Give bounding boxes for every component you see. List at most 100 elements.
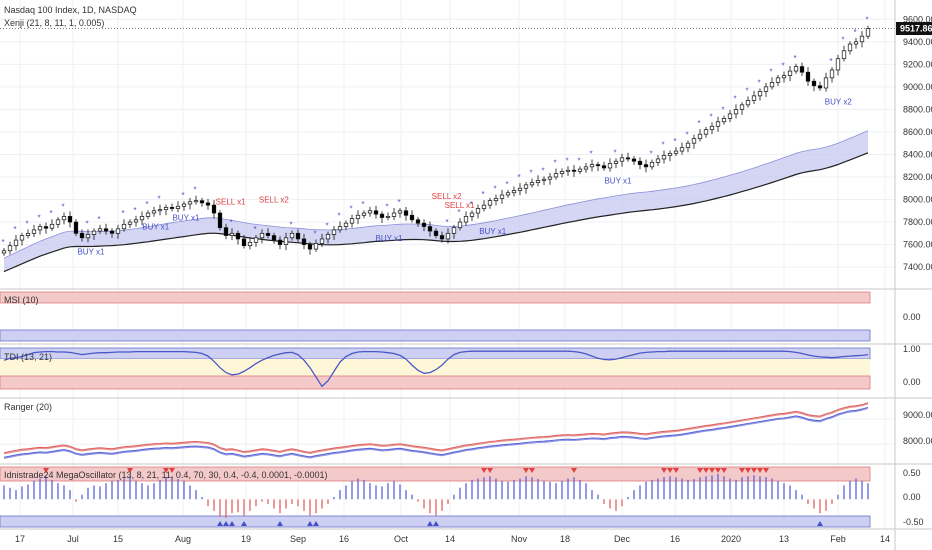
candle	[559, 168, 565, 178]
price-panel[interactable]: * * * * * * * * * * * * * * * * * * * * * * * * * * * * * * * * * * * * * * * *…	[0, 16, 895, 273]
sell-signal-label: SELL x2	[259, 195, 289, 204]
osc-sell-marker	[571, 468, 577, 473]
osc-buy-marker	[217, 521, 223, 526]
candle	[715, 116, 721, 132]
candle: *	[158, 195, 163, 216]
candle: *	[98, 215, 103, 234]
buy-star: *	[590, 150, 593, 159]
candle	[247, 237, 253, 250]
msi-tick-0: 0.00	[903, 312, 921, 322]
candle	[211, 200, 217, 219]
candle: *	[134, 206, 139, 227]
candle	[391, 207, 397, 221]
candle: *	[122, 209, 127, 232]
candle	[241, 234, 247, 249]
buy-star: *	[62, 202, 65, 211]
candle	[667, 150, 673, 162]
candle	[625, 152, 631, 162]
buy-star: *	[338, 211, 341, 220]
buy-star: *	[566, 156, 569, 165]
candles: * * * * * * * * * * * * * * * * * * * * * * * * * * * * * * * * * * * * * * * *…	[2, 16, 871, 256]
osc-sell-marker	[751, 468, 757, 473]
candle	[205, 198, 211, 210]
price-tick-label: 9400.00	[903, 37, 932, 47]
candle: *	[650, 150, 655, 170]
time-axis[interactable]: 17 Jul 15 Aug 19 Sep 16 Oct 14 Nov 18 Dec 16 2020 13 Fe…	[15, 534, 890, 544]
buy-star: *	[194, 186, 197, 195]
osc-sell-marker	[127, 468, 133, 473]
buy-signal-label: BUY x1	[172, 214, 200, 223]
oscillator-panel[interactable]: Idnistrade24 MegaOscillator (13, 8, 21, …	[0, 466, 924, 528]
candle: *	[506, 180, 511, 198]
price-tag-text: 9517.86	[900, 24, 932, 34]
candle: *	[566, 156, 571, 176]
candle	[859, 31, 865, 48]
candle	[115, 224, 121, 239]
candle	[739, 102, 745, 115]
price-axis[interactable]: 9400.00 9200.00 9000.00 8800.00 8600.00 8400.…	[903, 14, 932, 272]
time-tick-label: 15	[113, 534, 123, 544]
candle	[91, 228, 97, 240]
candle	[67, 211, 73, 228]
buy-star: *	[854, 28, 857, 37]
buy-star: *	[542, 166, 545, 175]
tdi-panel[interactable]: TDI (13, 21) 1.00 0.00	[0, 344, 921, 390]
candle	[847, 41, 853, 55]
ranger-tick-0: 9000.00	[903, 410, 932, 420]
candle	[403, 206, 409, 221]
candle	[295, 229, 301, 243]
ranger-tick-1: 8000.00	[903, 436, 932, 446]
buy-star: *	[482, 190, 485, 199]
tdi-lower-zone	[0, 375, 871, 390]
candle: *	[2, 238, 7, 256]
candle: *	[686, 130, 691, 153]
osc-sell-marker	[697, 468, 703, 473]
candle	[679, 142, 685, 155]
buy-star: *	[686, 130, 689, 139]
osc-lower-zone	[0, 515, 871, 528]
candle	[379, 211, 385, 224]
osc-buy-marker	[277, 521, 283, 526]
candle	[523, 182, 529, 194]
osc-sell-marker	[721, 468, 727, 473]
candle: *	[710, 112, 715, 135]
candle	[805, 67, 811, 86]
candle: *	[782, 62, 787, 83]
msi-panel[interactable]: MSI (10) 0.00	[0, 291, 921, 342]
candle: *	[38, 214, 43, 235]
osc-sell-marker	[529, 468, 535, 473]
candle	[31, 224, 37, 238]
candle: *	[674, 137, 679, 157]
osc-sell-marker	[715, 468, 721, 473]
candle: *	[314, 230, 319, 252]
osc-buy-marker	[229, 521, 235, 526]
osc-sell-marker	[661, 468, 667, 473]
candle: *	[254, 225, 259, 247]
candle: *	[146, 200, 151, 220]
candle	[169, 203, 175, 212]
candle: *	[530, 169, 535, 188]
candle: *	[14, 225, 19, 251]
buy-star: *	[2, 238, 5, 247]
ranger-lower-line	[3, 406, 869, 458]
candle: *	[590, 150, 595, 172]
buy-star: *	[182, 191, 185, 200]
candle: *	[698, 119, 703, 142]
buy-star: *	[782, 62, 785, 71]
candle	[619, 153, 625, 167]
osc-upper-zone	[0, 466, 871, 482]
ranger-panel[interactable]: Ranger (20) 9000.00 8000.00	[3, 402, 932, 459]
candle: *	[722, 106, 727, 125]
ranger-lower-line-2	[3, 407, 869, 459]
buy-star: *	[50, 209, 53, 218]
candle	[547, 173, 553, 185]
candle	[355, 210, 361, 225]
osc-tick-0: 0.50	[903, 468, 921, 478]
candle	[373, 205, 379, 219]
candle: *	[746, 86, 751, 108]
candle: *	[662, 141, 667, 164]
candle	[835, 54, 841, 76]
